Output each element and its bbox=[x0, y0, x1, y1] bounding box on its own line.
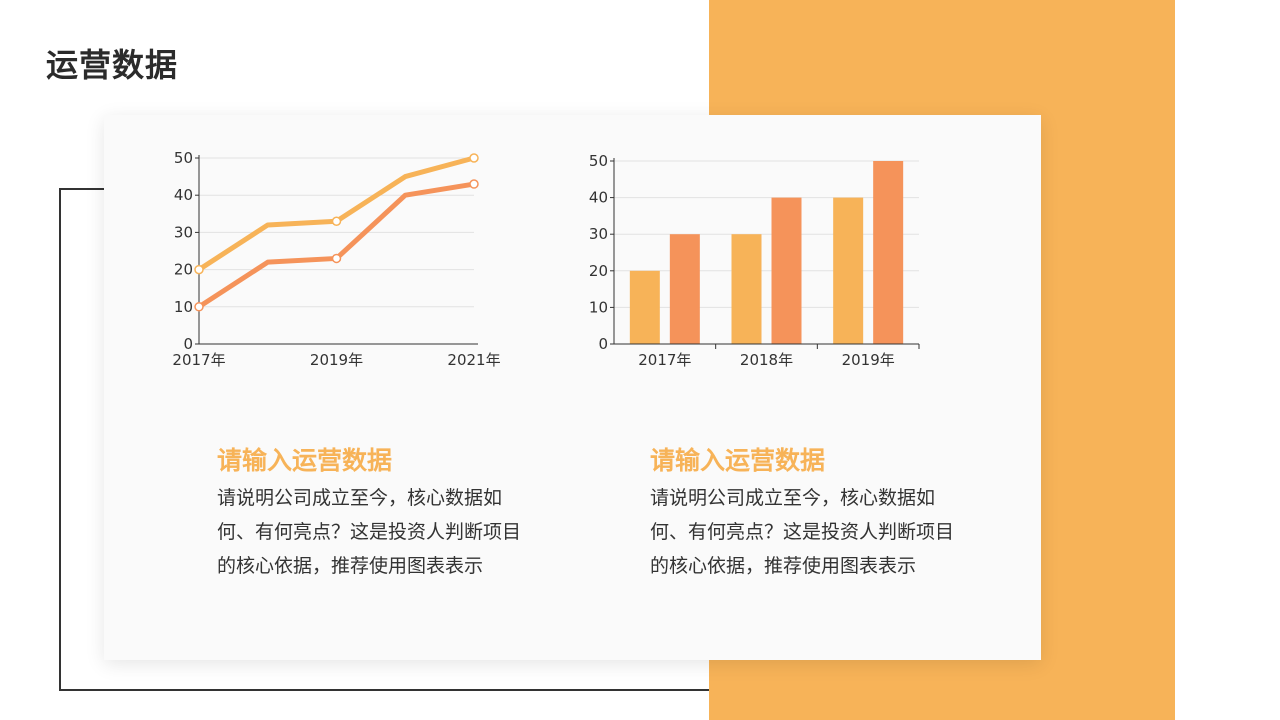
y-tick-label: 0 bbox=[598, 335, 608, 353]
bar bbox=[669, 234, 700, 344]
x-tick-label: 2021年 bbox=[447, 351, 500, 369]
x-tick-label: 2017年 bbox=[638, 351, 691, 369]
y-tick-label: 10 bbox=[589, 298, 608, 316]
section-1-body: 请说明公司成立至今，核心数据如何、有何亮点？这是投资人判断项目的核心依据，推荐使… bbox=[217, 487, 522, 577]
x-tick-label: 2019年 bbox=[310, 351, 363, 369]
content-card: 0 10 20 30 40 50 2017年 2019年 2021年 0 10 20 30 40 50 20… bbox=[104, 115, 1041, 660]
y-tick-label: 50 bbox=[589, 152, 608, 170]
line-point bbox=[331, 253, 342, 264]
x-tick-label: 2019年 bbox=[842, 351, 895, 369]
bar-chart: 0 10 20 30 40 50 2017年 2018年 2019年 bbox=[589, 152, 920, 369]
line-point bbox=[194, 302, 204, 312]
bar bbox=[771, 197, 802, 344]
x-tick-label: 2017年 bbox=[172, 351, 225, 369]
section-1-heading: 请输入运营数据 bbox=[217, 446, 393, 475]
line-series-1 bbox=[196, 155, 477, 273]
y-tick-label: 20 bbox=[174, 261, 193, 279]
page-title: 运营数据 bbox=[46, 46, 179, 84]
x-tick-label: 2018年 bbox=[740, 351, 793, 369]
bar bbox=[873, 161, 904, 344]
bar bbox=[833, 197, 864, 344]
y-tick-label: 50 bbox=[174, 149, 193, 167]
y-tick-label: 40 bbox=[174, 186, 193, 204]
bar bbox=[629, 270, 660, 344]
line-point bbox=[194, 264, 204, 275]
line-point bbox=[331, 216, 342, 226]
y-tick-label: 20 bbox=[589, 262, 608, 280]
section-2-heading: 请输入运营数据 bbox=[650, 446, 826, 475]
y-tick-label: 30 bbox=[589, 225, 608, 243]
y-tick-label: 10 bbox=[174, 298, 193, 316]
y-tick-label: 40 bbox=[589, 189, 608, 207]
line-chart: 0 10 20 30 40 50 2017年 2019年 2021年 bbox=[172, 149, 500, 369]
y-tick-label: 30 bbox=[174, 223, 193, 241]
bar bbox=[731, 234, 762, 344]
section-2-body: 请说明公司成立至今，核心数据如何、有何亮点？这是投资人判断项目的核心依据，推荐使… bbox=[650, 487, 955, 577]
line-point bbox=[469, 179, 479, 189]
y-tick-label: 0 bbox=[183, 335, 193, 353]
line-point bbox=[469, 153, 479, 163]
